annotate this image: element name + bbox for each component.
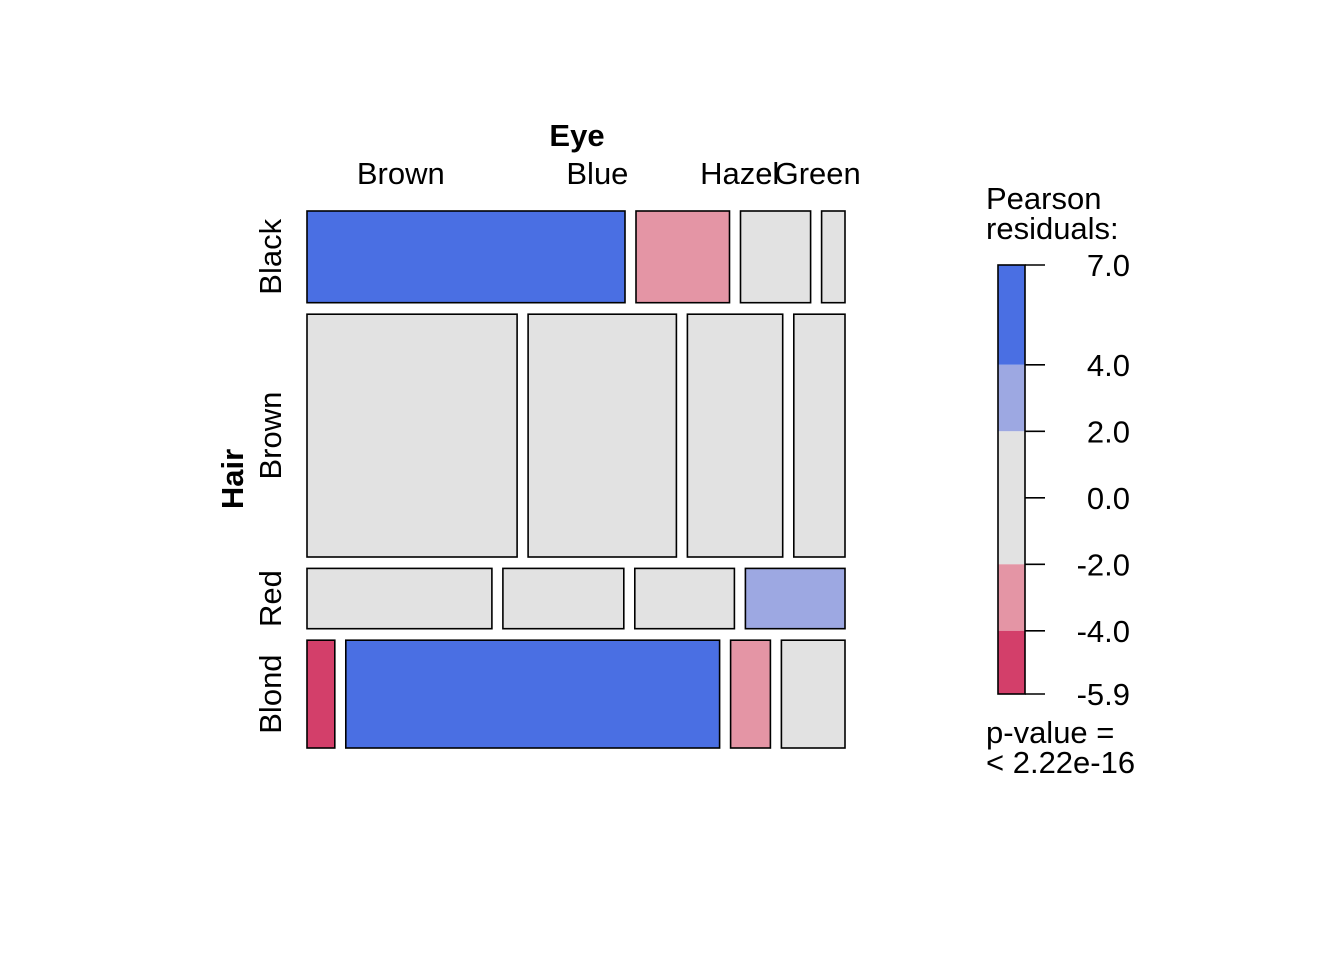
hair-label-brown: Brown xyxy=(253,392,288,480)
x-variable-title: Eye xyxy=(549,118,604,153)
tile-hair-blond-eye-green xyxy=(780,639,846,749)
tile-hair-brown-eye-brown xyxy=(306,313,518,558)
tile-hair-brown-eye-hazel xyxy=(686,313,784,558)
eye-label-green: Green xyxy=(775,156,861,191)
legend-ticks: 7.0 4.0 2.0 0.0 -2.0 -4.0 -5.9 xyxy=(1025,248,1130,712)
legend-tick-label: -4.0 xyxy=(1077,614,1130,649)
legend-band-moderate-positive xyxy=(998,364,1025,432)
eye-label-blue: Blue xyxy=(566,156,628,191)
eye-label-hazel: Hazel xyxy=(700,156,779,191)
legend-tick-label: 7.0 xyxy=(1087,248,1130,283)
legend-band-moderate-negative xyxy=(998,564,1025,631)
tile-hair-black-eye-brown xyxy=(306,210,626,304)
legend-tick-label: -2.0 xyxy=(1077,547,1130,582)
legend-tick-label: 4.0 xyxy=(1087,348,1130,383)
tile-hair-red-eye-green xyxy=(744,567,846,630)
legend-title-line1: Pearson xyxy=(986,181,1101,216)
tile-hair-brown-eye-green xyxy=(792,313,846,558)
eye-level-labels: Brown Blue Hazel Green xyxy=(357,156,861,191)
hair-label-blond: Blond xyxy=(253,654,288,733)
pvalue-line2: < 2.22e-16 xyxy=(986,745,1135,780)
pvalue-line1: p-value = xyxy=(986,715,1114,750)
tile-hair-blond-eye-blue xyxy=(344,639,721,749)
legend-band-strong-negative xyxy=(998,630,1025,694)
tile-hair-red-eye-brown xyxy=(306,567,493,630)
legend-band-neutral xyxy=(998,431,1025,565)
tile-hair-blond-eye-hazel xyxy=(729,639,772,749)
tile-hair-black-eye-blue xyxy=(635,210,731,304)
tile-hair-black-eye-green xyxy=(820,210,846,304)
tile-hair-black-eye-hazel xyxy=(739,210,812,304)
legend-title-line2: residuals: xyxy=(986,211,1119,246)
mosaic-tiles xyxy=(306,210,846,749)
legend-tick-label: 0.0 xyxy=(1087,481,1130,516)
legend-tick-label: -5.9 xyxy=(1077,677,1130,712)
legend-frame xyxy=(997,264,1026,695)
hair-label-red: Red xyxy=(253,570,288,627)
legend-color-bands xyxy=(998,265,1025,694)
tile-hair-brown-eye-blue xyxy=(527,313,678,558)
tile-hair-blond-eye-brown xyxy=(306,639,336,749)
eye-label-brown: Brown xyxy=(357,156,445,191)
hair-label-black: Black xyxy=(253,218,288,294)
tile-hair-red-eye-blue xyxy=(502,567,625,630)
hair-level-labels: Black Brown Red Blond xyxy=(253,218,288,733)
tile-hair-red-eye-hazel xyxy=(633,567,736,630)
legend-band-strong-positive xyxy=(998,265,1025,365)
y-variable-title: Hair xyxy=(215,449,250,509)
residual-legend: Pearson residuals: 7.0 4.0 2.0 0.0 -2.0 -4.0 -… xyxy=(986,181,1135,780)
legend-tick-label: 2.0 xyxy=(1087,414,1130,449)
